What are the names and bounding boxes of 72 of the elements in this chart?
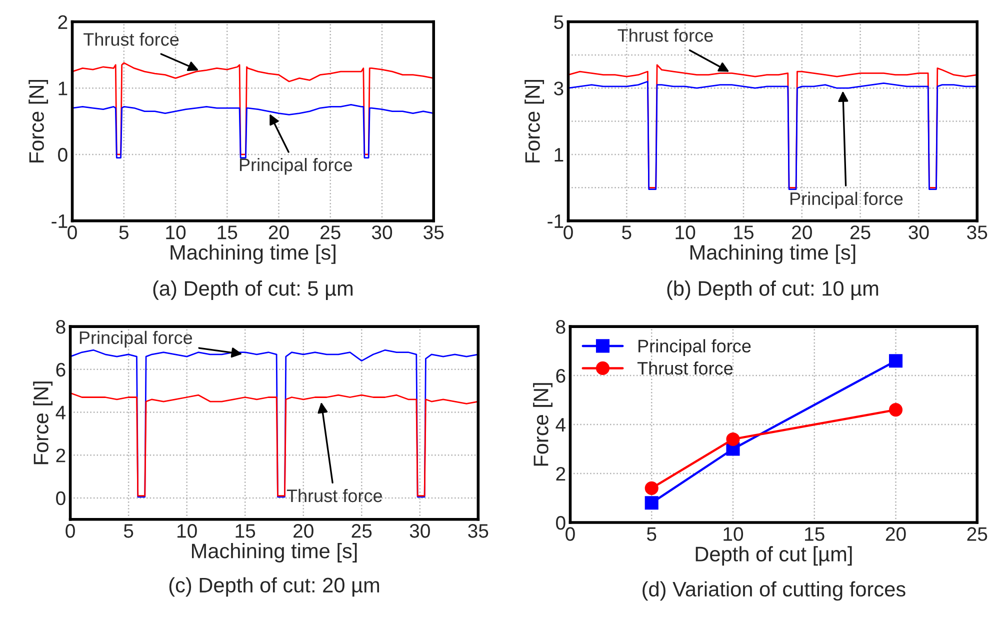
- x-tick-label: 5: [622, 226, 632, 240]
- x-tick-label: 20: [792, 225, 812, 240]
- y-tick-label: -1: [52, 214, 68, 228]
- x-tick-label: 30: [372, 225, 392, 240]
- y-axis-title: Force [N]: [33, 382, 53, 464]
- x-tick-label: 15: [734, 226, 754, 240]
- x-axis-title: Depth of cut [µm]: [696, 546, 852, 566]
- y-tick-label: 4: [556, 418, 566, 432]
- point: [888, 403, 903, 417]
- x-tick-label: 25: [352, 524, 372, 538]
- annotation: Principal force: [80, 330, 192, 348]
- x-tick-label: 0: [566, 527, 575, 541]
- legend-label: Thrust force: [637, 361, 733, 375]
- annotation: Thrust force: [618, 28, 713, 42]
- x-tick-label: 15: [218, 226, 238, 240]
- y-tick-label: 3: [554, 82, 564, 96]
- y-axis-title: Force [N]: [28, 80, 48, 162]
- y-tick-label: 1: [58, 82, 68, 96]
- point: [888, 354, 903, 368]
- legend-label: Principal force: [638, 339, 751, 356]
- line-series: [72, 104, 434, 158]
- x-tick-label: 10: [177, 524, 197, 538]
- x-axis-title: Machining time [s]: [192, 543, 357, 562]
- x-tick-label: 30: [410, 524, 430, 538]
- x-tick-label: 25: [320, 225, 340, 240]
- point: [644, 496, 658, 510]
- y-tick-label: 8: [56, 320, 66, 334]
- x-tick-label: 15: [805, 527, 824, 541]
- x-axis-title: Machining time [s]: [690, 244, 856, 264]
- x-tick-label: 10: [676, 225, 696, 240]
- text: (c) Depth of cut: 20 µm: [169, 577, 380, 597]
- point: [726, 432, 740, 446]
- x-tick-label: 20: [268, 225, 289, 240]
- y-axis-title: Force [N]: [524, 80, 544, 162]
- x-tick-label: 25: [850, 225, 870, 240]
- y-tick-label: 5: [554, 15, 564, 30]
- point: [644, 481, 658, 495]
- x-tick-label: 35: [424, 225, 444, 240]
- y-tick-label: 6: [556, 369, 566, 383]
- text: (d) Variation of cutting forces: [642, 581, 906, 601]
- x-tick-label: 5: [646, 527, 656, 541]
- x-tick-label: 30: [908, 225, 929, 240]
- text: (a) Depth of cut: 5 µm: [153, 280, 353, 300]
- annotation: Principal force: [790, 192, 903, 209]
- x-tick-label: 35: [967, 225, 988, 240]
- y-tick-label: 6: [56, 362, 66, 377]
- text: (b) Depth of cut: 10 µm: [667, 280, 878, 300]
- x-tick-label: 0: [68, 225, 77, 240]
- y-tick-label: -1: [548, 214, 564, 228]
- y-tick-label: 2: [56, 448, 66, 462]
- y-tick-label: 4: [56, 406, 66, 420]
- y-tick-label: 0: [56, 491, 66, 506]
- y-axis-title: Force [N]: [533, 383, 552, 466]
- x-tick-label: 15: [236, 524, 256, 538]
- y-tick-label: 2: [58, 15, 68, 29]
- line-series: [72, 62, 434, 156]
- y-tick-label: 2: [556, 466, 566, 481]
- annotation: Thrust force: [286, 488, 382, 502]
- x-tick-label: 5: [124, 524, 134, 538]
- x-axis-title: Machining time [s]: [170, 244, 336, 264]
- x-tick-label: 5: [119, 226, 128, 240]
- x-tick-label: 10: [166, 225, 186, 240]
- x-tick-label: 25: [967, 527, 988, 541]
- x-tick-label: 10: [724, 527, 744, 541]
- annotation: Principal force: [240, 158, 352, 175]
- y-tick-label: 8: [556, 320, 566, 334]
- x-tick-label: 20: [886, 527, 906, 541]
- y-tick-label: 0: [58, 148, 68, 162]
- y-tick-label: 1: [554, 148, 564, 162]
- x-tick-label: 35: [468, 524, 488, 538]
- x-tick-label: 20: [294, 524, 314, 538]
- annotation: Thrust force: [84, 32, 179, 46]
